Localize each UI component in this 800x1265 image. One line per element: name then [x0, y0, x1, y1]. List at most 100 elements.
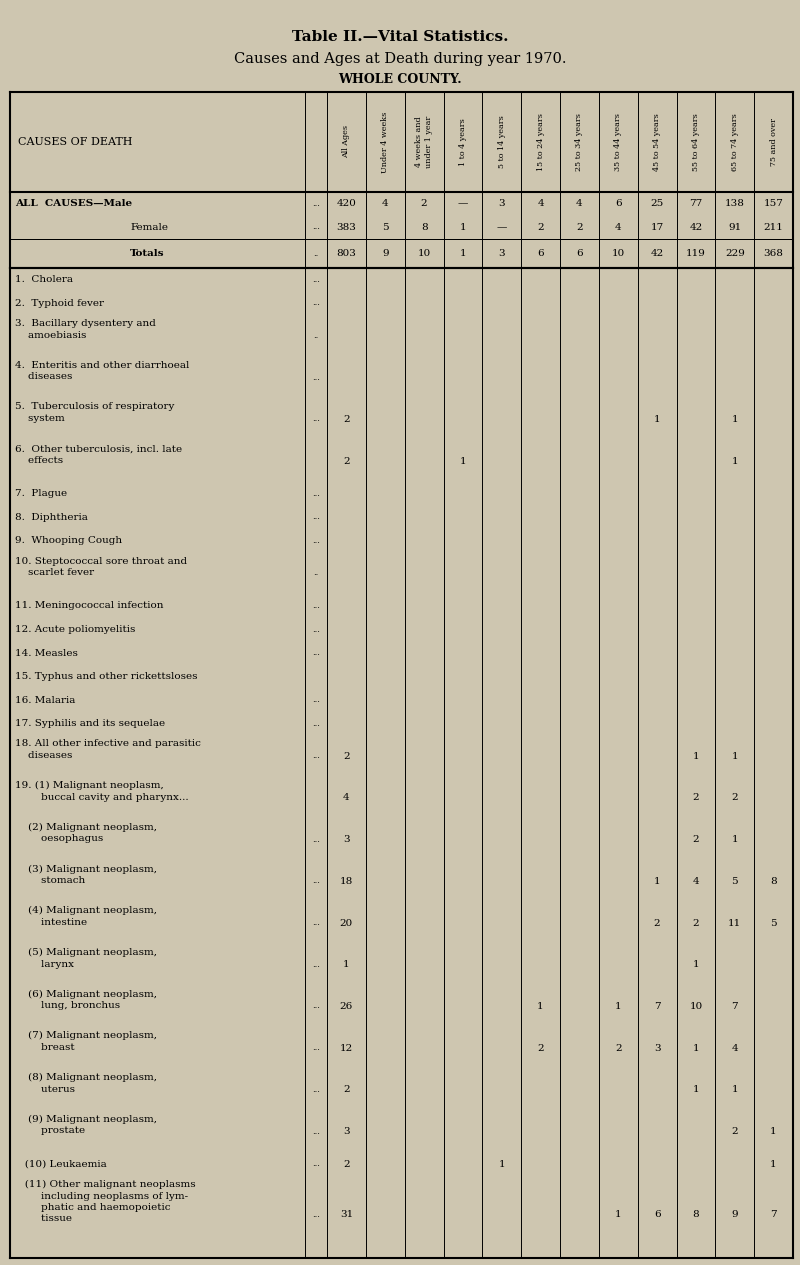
Text: 1: 1 [731, 415, 738, 424]
Text: 7: 7 [654, 1002, 660, 1011]
Text: ALL  CAUSES—Male: ALL CAUSES—Male [15, 200, 132, 209]
Text: All Ages: All Ages [342, 125, 350, 158]
Text: 1: 1 [615, 1211, 622, 1219]
Text: 6: 6 [576, 249, 582, 258]
Text: 2: 2 [615, 1044, 622, 1052]
Text: 3: 3 [498, 249, 505, 258]
Text: 9: 9 [731, 1211, 738, 1219]
Text: ...: ... [312, 753, 320, 760]
Text: 2: 2 [343, 415, 350, 424]
Text: 2: 2 [654, 918, 660, 927]
Text: ..: .. [314, 331, 318, 340]
Text: 8: 8 [693, 1211, 699, 1219]
Text: 4: 4 [343, 793, 350, 802]
Text: (2) Malignant neoplasm,
        oesophagus: (2) Malignant neoplasm, oesophagus [15, 822, 157, 844]
Text: 4: 4 [615, 223, 622, 231]
Text: 4: 4 [693, 877, 699, 886]
Text: 420: 420 [337, 200, 356, 209]
Text: (9) Malignant neoplasm,
        prostate: (9) Malignant neoplasm, prostate [15, 1114, 157, 1135]
Text: (6) Malignant neoplasm,
        lung, bronchus: (6) Malignant neoplasm, lung, bronchus [15, 989, 157, 1011]
Text: 2: 2 [576, 223, 582, 231]
Text: 9.  Whooping Cough: 9. Whooping Cough [15, 536, 122, 545]
Text: Under 4 weeks: Under 4 weeks [382, 111, 390, 172]
Text: 1 to 4 years: 1 to 4 years [459, 118, 467, 166]
Text: ...: ... [312, 514, 320, 521]
Text: 229: 229 [725, 249, 745, 258]
Text: ...: ... [312, 1211, 320, 1219]
Text: 1: 1 [693, 1044, 699, 1052]
Text: 45 to 54 years: 45 to 54 years [653, 113, 661, 171]
Text: Female: Female [130, 223, 168, 231]
Text: ...: ... [312, 878, 320, 886]
Text: 4 weeks and
under 1 year: 4 weeks and under 1 year [415, 116, 433, 168]
Text: (5) Malignant neoplasm,
        larynx: (5) Malignant neoplasm, larynx [15, 947, 157, 969]
Text: 25: 25 [650, 200, 664, 209]
Text: ...: ... [312, 1127, 320, 1136]
Text: (10) Leukaemia: (10) Leukaemia [15, 1160, 106, 1169]
Text: 2: 2 [538, 223, 544, 231]
Text: 3: 3 [654, 1044, 660, 1052]
Text: WHOLE COUNTY.: WHOLE COUNTY. [338, 73, 462, 86]
Text: 1: 1 [731, 1085, 738, 1094]
Text: 5.  Tuberculosis of respiratory
    system: 5. Tuberculosis of respiratory system [15, 402, 174, 423]
Text: 1: 1 [693, 960, 699, 969]
Text: 75 and over: 75 and over [770, 118, 778, 166]
Text: 8: 8 [770, 877, 777, 886]
Text: 12: 12 [340, 1044, 353, 1052]
Text: (11) Other malignant neoplasms
        including neoplasms of lym-
        phati: (11) Other malignant neoplasms including… [15, 1180, 196, 1223]
Text: ...: ... [312, 625, 320, 634]
Text: 3: 3 [498, 200, 505, 209]
Text: 1: 1 [770, 1160, 777, 1169]
Text: 5: 5 [731, 877, 738, 886]
Text: ...: ... [312, 536, 320, 545]
Text: 10: 10 [612, 249, 625, 258]
Text: ...: ... [312, 696, 320, 705]
Text: ...: ... [312, 920, 320, 927]
Text: 4.  Enteritis and other diarrhoeal
    diseases: 4. Enteritis and other diarrhoeal diseas… [15, 361, 190, 381]
Text: 5: 5 [382, 223, 389, 231]
Text: 7: 7 [731, 1002, 738, 1011]
Text: 1: 1 [770, 1127, 777, 1136]
Text: 16. Malaria: 16. Malaria [15, 696, 75, 705]
Text: 1: 1 [460, 223, 466, 231]
Text: 1: 1 [654, 415, 660, 424]
Text: ...: ... [312, 836, 320, 844]
Text: ...: ... [312, 1002, 320, 1011]
Text: 4: 4 [538, 200, 544, 209]
Text: 368: 368 [764, 249, 783, 258]
Text: ..: .. [314, 249, 318, 258]
Text: 10. Steptococcal sore throat and
    scarlet fever: 10. Steptococcal sore throat and scarlet… [15, 557, 187, 577]
Text: 1: 1 [693, 1085, 699, 1094]
Text: 17: 17 [650, 223, 664, 231]
Text: CAUSES OF DEATH: CAUSES OF DEATH [18, 137, 133, 147]
Text: Table II.—Vital Statistics.: Table II.—Vital Statistics. [292, 30, 508, 44]
Text: 1: 1 [615, 1002, 622, 1011]
Text: (7) Malignant neoplasm,
        breast: (7) Malignant neoplasm, breast [15, 1031, 157, 1052]
Text: (3) Malignant neoplasm,
        stomach: (3) Malignant neoplasm, stomach [15, 864, 157, 886]
Text: 2: 2 [538, 1044, 544, 1052]
Text: 2: 2 [693, 918, 699, 927]
Text: ...: ... [312, 1160, 320, 1168]
Text: 3: 3 [343, 835, 350, 844]
Text: 35 to 44 years: 35 to 44 years [614, 113, 622, 171]
Text: 14. Measles: 14. Measles [15, 649, 78, 658]
Text: 8.  Diphtheria: 8. Diphtheria [15, 512, 88, 521]
Text: 211: 211 [764, 223, 783, 231]
Text: ...: ... [312, 200, 320, 207]
Text: ..: .. [314, 569, 318, 577]
Text: 2.  Typhoid fever: 2. Typhoid fever [15, 299, 104, 307]
Text: 2: 2 [421, 200, 427, 209]
Text: 42: 42 [690, 223, 702, 231]
Text: ...: ... [312, 649, 320, 657]
Text: 383: 383 [337, 223, 356, 231]
Text: 1: 1 [693, 751, 699, 760]
Text: 1: 1 [731, 751, 738, 760]
Text: ...: ... [312, 720, 320, 727]
Text: 15. Typhus and other rickettsloses: 15. Typhus and other rickettsloses [15, 672, 198, 681]
Text: 42: 42 [650, 249, 664, 258]
Text: —: — [497, 223, 507, 231]
Text: 1: 1 [731, 835, 738, 844]
Text: ...: ... [312, 224, 320, 231]
Text: 2: 2 [343, 1160, 350, 1169]
Text: 7.  Plague: 7. Plague [15, 490, 67, 498]
